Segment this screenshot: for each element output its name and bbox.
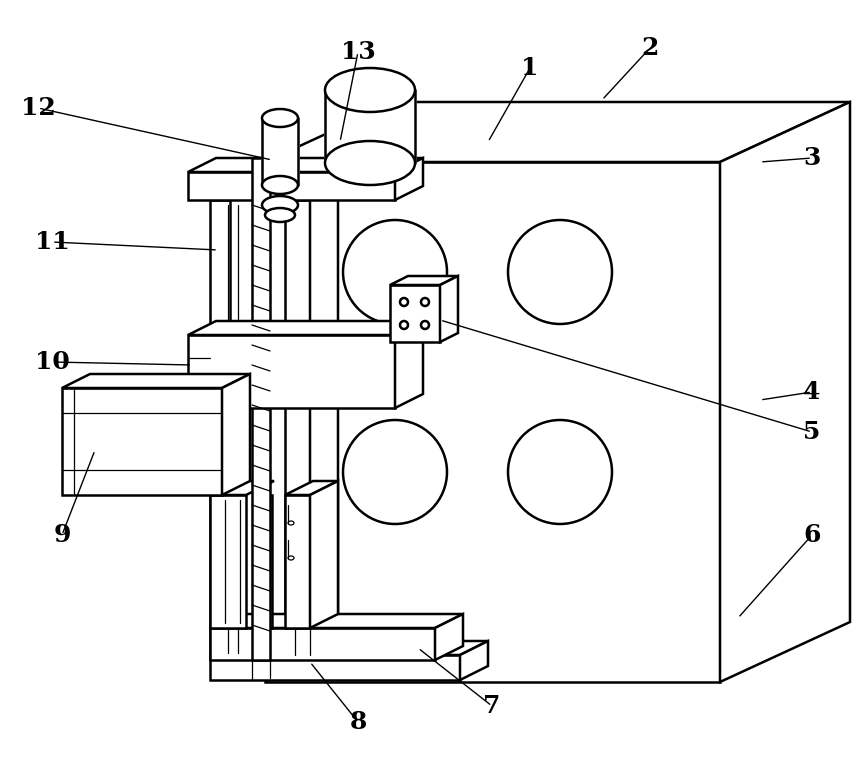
Text: 13: 13 (340, 40, 375, 64)
Text: 11: 11 (35, 230, 69, 254)
Polygon shape (265, 102, 849, 162)
Polygon shape (187, 335, 394, 408)
Polygon shape (719, 102, 849, 682)
Ellipse shape (262, 196, 297, 214)
Text: 4: 4 (803, 380, 820, 404)
Polygon shape (394, 321, 423, 408)
Polygon shape (262, 118, 297, 185)
Polygon shape (325, 90, 415, 163)
Polygon shape (255, 495, 272, 628)
Ellipse shape (325, 141, 415, 185)
Circle shape (421, 321, 429, 329)
Circle shape (400, 321, 407, 329)
Polygon shape (285, 186, 337, 200)
Text: 8: 8 (349, 710, 366, 734)
Ellipse shape (265, 208, 295, 222)
Circle shape (343, 420, 446, 524)
Polygon shape (285, 495, 309, 628)
Polygon shape (389, 276, 458, 285)
Polygon shape (285, 200, 309, 658)
Circle shape (343, 220, 446, 324)
Polygon shape (265, 162, 719, 682)
Polygon shape (210, 628, 435, 660)
Text: 3: 3 (803, 146, 820, 170)
Polygon shape (62, 374, 250, 388)
Polygon shape (187, 321, 423, 335)
Polygon shape (440, 276, 458, 342)
Polygon shape (309, 186, 337, 658)
Polygon shape (210, 614, 463, 628)
Polygon shape (435, 614, 463, 660)
Polygon shape (210, 641, 487, 655)
Polygon shape (389, 285, 440, 342)
Text: 5: 5 (803, 420, 820, 444)
Polygon shape (210, 200, 230, 658)
Polygon shape (62, 388, 222, 495)
Circle shape (508, 420, 611, 524)
Polygon shape (210, 481, 273, 495)
Text: 1: 1 (521, 56, 538, 80)
Polygon shape (285, 481, 337, 495)
Text: 2: 2 (641, 36, 658, 60)
Polygon shape (309, 481, 337, 628)
Circle shape (400, 298, 407, 306)
Ellipse shape (262, 109, 297, 127)
Polygon shape (459, 641, 487, 680)
Polygon shape (210, 495, 245, 628)
Text: 12: 12 (20, 96, 55, 120)
Polygon shape (187, 158, 423, 172)
Text: 7: 7 (483, 694, 500, 718)
Polygon shape (187, 172, 394, 200)
Text: 6: 6 (803, 523, 820, 547)
Circle shape (421, 298, 429, 306)
Ellipse shape (262, 176, 297, 194)
Polygon shape (210, 655, 459, 680)
Text: 10: 10 (35, 350, 69, 374)
Text: 9: 9 (53, 523, 71, 547)
Polygon shape (394, 158, 423, 200)
Polygon shape (210, 186, 257, 200)
Ellipse shape (325, 68, 415, 112)
Polygon shape (251, 158, 270, 660)
Circle shape (508, 220, 611, 324)
Polygon shape (222, 374, 250, 495)
